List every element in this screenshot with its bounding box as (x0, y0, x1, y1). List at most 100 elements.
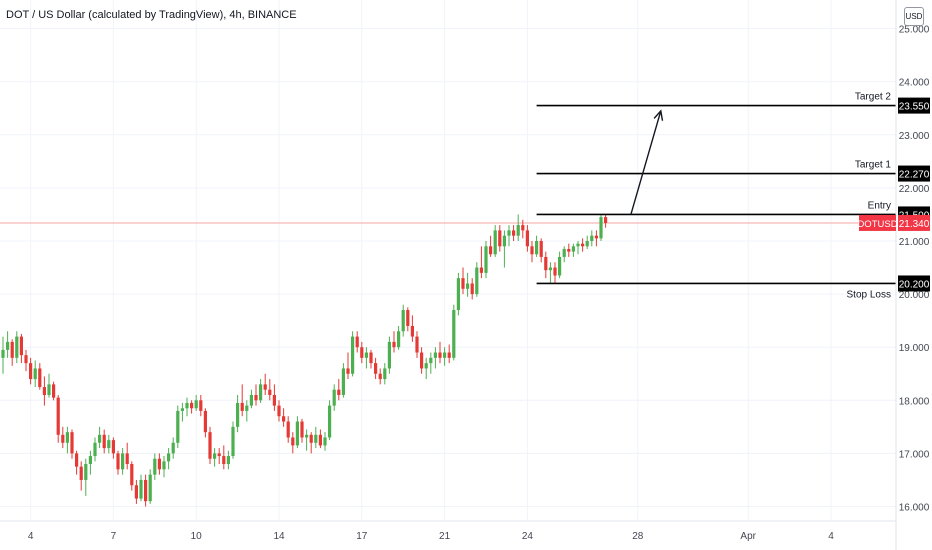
candle-body[interactable] (604, 217, 608, 223)
candle[interactable] (548, 262, 552, 284)
candle[interactable] (516, 214, 520, 241)
candle-body[interactable] (10, 341, 14, 358)
candle[interactable] (337, 379, 341, 401)
candle-body[interactable] (167, 453, 171, 462)
candle[interactable] (217, 448, 221, 465)
time-axis[interactable]: 4 7 10 14 17 21 24 28 Apr 4 (0, 520, 896, 542)
candle[interactable] (530, 241, 534, 263)
candle-body[interactable] (254, 394, 258, 401)
candle-body[interactable] (111, 440, 115, 454)
candle-body[interactable] (558, 256, 562, 276)
candle[interactable] (194, 394, 198, 411)
candle[interactable] (420, 347, 424, 374)
candle[interactable] (162, 456, 166, 478)
candle-body[interactable] (180, 408, 184, 411)
candle[interactable] (424, 357, 428, 380)
candle-body[interactable] (337, 389, 341, 395)
candle-body[interactable] (461, 278, 465, 289)
candle-body[interactable] (544, 256, 548, 271)
candle[interactable] (466, 272, 470, 297)
candle[interactable] (38, 363, 42, 390)
candle-body[interactable] (521, 225, 525, 231)
candle-body[interactable] (217, 453, 221, 457)
candle[interactable] (88, 450, 92, 475)
candle-body[interactable] (268, 389, 272, 395)
candle-body[interactable] (144, 479, 148, 502)
candle-body[interactable] (203, 410, 207, 433)
candle-body[interactable] (130, 464, 134, 486)
candle[interactable] (203, 408, 207, 438)
candle-body[interactable] (222, 456, 226, 465)
candle-body[interactable] (397, 331, 401, 348)
candle[interactable] (125, 442, 129, 470)
candle[interactable] (277, 400, 281, 422)
candle[interactable] (369, 349, 373, 369)
candle-body[interactable] (484, 246, 488, 273)
candle-body[interactable] (590, 235, 594, 241)
candle[interactable] (502, 230, 506, 268)
candle[interactable] (475, 262, 479, 297)
candle[interactable] (438, 341, 442, 364)
candle-body[interactable] (93, 442, 97, 457)
candle-body[interactable] (562, 248, 566, 257)
candle[interactable] (512, 225, 516, 241)
candle-body[interactable] (594, 235, 598, 239)
candle[interactable] (360, 341, 364, 364)
candle-body[interactable] (226, 456, 230, 465)
candle[interactable] (249, 389, 253, 409)
candle[interactable] (318, 429, 322, 449)
candle[interactable] (180, 402, 184, 422)
candle-body[interactable] (433, 352, 437, 358)
candle[interactable] (185, 397, 189, 417)
candle[interactable] (291, 432, 295, 454)
candle[interactable] (236, 394, 240, 433)
candle-body[interactable] (33, 368, 37, 380)
candle[interactable] (461, 267, 465, 295)
candle-body[interactable] (314, 434, 318, 443)
candle[interactable] (392, 331, 396, 353)
candle-body[interactable] (176, 410, 180, 443)
candle-body[interactable] (309, 434, 313, 443)
candle-body[interactable] (341, 368, 345, 395)
candle-body[interactable] (369, 352, 373, 364)
candle-body[interactable] (525, 230, 529, 247)
candle[interactable] (493, 225, 497, 257)
candle[interactable] (42, 376, 46, 406)
candle-body[interactable] (240, 402, 244, 411)
candle-body[interactable] (162, 461, 166, 470)
candle[interactable] (282, 408, 286, 427)
candle-body[interactable] (392, 341, 396, 348)
candle[interactable] (286, 416, 290, 443)
candle[interactable] (539, 238, 543, 263)
candle[interactable] (567, 243, 571, 257)
candle-body[interactable] (231, 426, 235, 457)
candle[interactable] (93, 437, 97, 462)
currency-button[interactable]: USD (904, 7, 924, 26)
candle[interactable] (387, 336, 391, 374)
candle[interactable] (107, 434, 111, 454)
candle[interactable] (268, 379, 272, 401)
candle[interactable] (415, 331, 419, 358)
candle-body[interactable] (98, 434, 102, 443)
candle[interactable] (157, 453, 161, 475)
candle[interactable] (397, 325, 401, 350)
candle-body[interactable] (512, 230, 516, 236)
candle-body[interactable] (351, 336, 355, 374)
candle-body[interactable] (466, 283, 470, 289)
candle[interactable] (226, 450, 230, 470)
candle[interactable] (199, 394, 203, 417)
candle-body[interactable] (585, 241, 589, 247)
candle-body[interactable] (599, 217, 603, 239)
candle[interactable] (305, 429, 309, 451)
candle-body[interactable] (153, 458, 157, 475)
candle[interactable] (24, 349, 28, 372)
candle[interactable] (525, 225, 529, 252)
candle-body[interactable] (84, 464, 88, 480)
candle[interactable] (323, 432, 327, 451)
candle[interactable] (346, 352, 350, 380)
candle[interactable] (489, 235, 493, 257)
candle[interactable] (410, 315, 414, 342)
candle-body[interactable] (346, 368, 350, 374)
candle[interactable] (378, 368, 382, 385)
